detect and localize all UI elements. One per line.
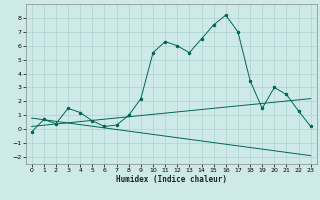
X-axis label: Humidex (Indice chaleur): Humidex (Indice chaleur) [116, 175, 227, 184]
